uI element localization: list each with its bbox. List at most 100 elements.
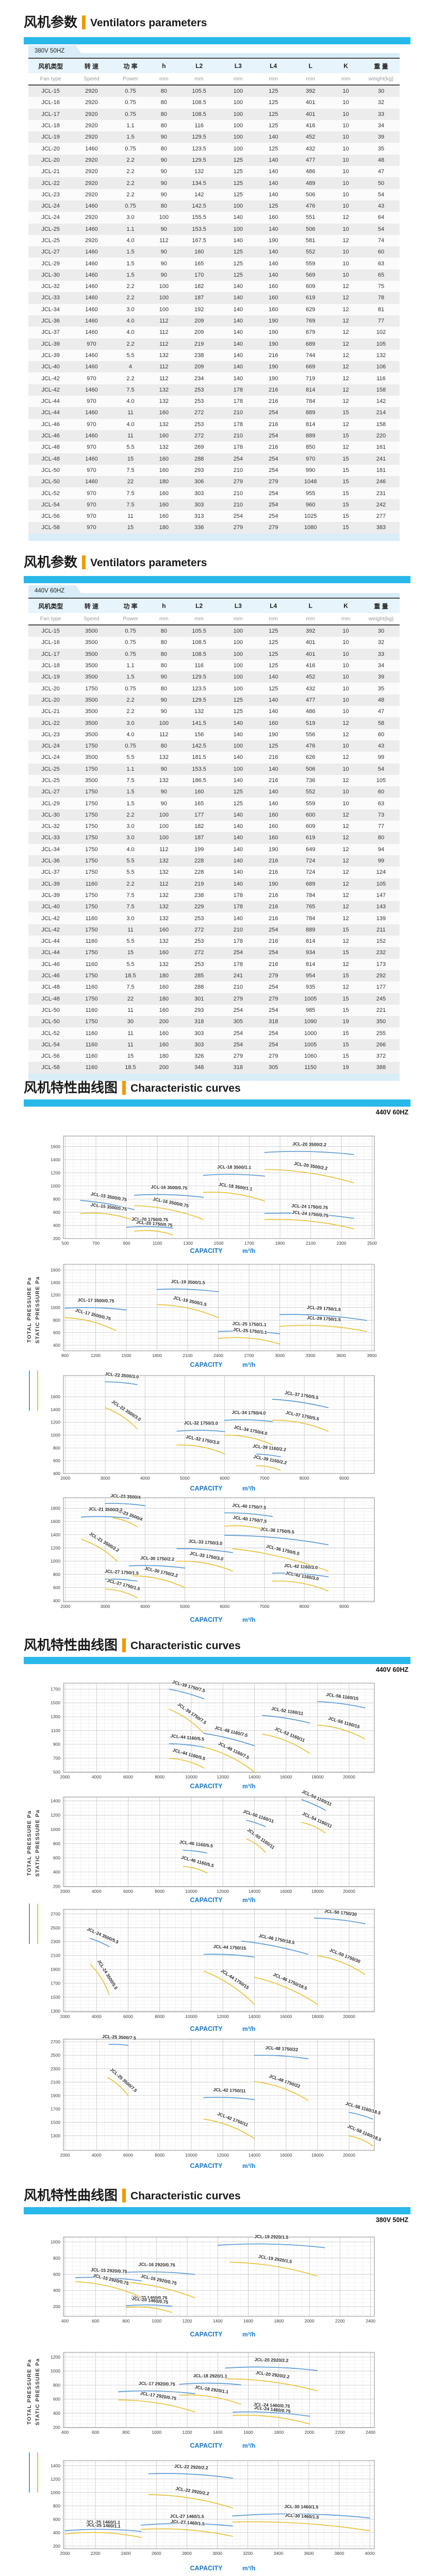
table-cell: JCL-22: [41, 720, 60, 726]
x-tick-label: 4000: [365, 2551, 375, 2556]
table-cell: 160: [194, 789, 204, 795]
y-tick-label: 2100: [51, 1953, 60, 1958]
table-row: JCL-40 1460 4 112 209 140 190 669 12 106: [28, 361, 400, 373]
table-cell: 246: [376, 479, 386, 485]
table-cell: 10: [342, 766, 349, 772]
table-cell: JCL-25: [41, 238, 60, 244]
table-cell: 318: [194, 1019, 204, 1025]
x-tick-label: 1800: [152, 1353, 162, 1358]
curve-label: JCL-34 1750/4.0: [232, 1410, 266, 1416]
table-cell: 10: [342, 134, 349, 141]
table-cell: 187: [194, 295, 204, 301]
table-cell: 80: [160, 743, 167, 750]
capacity-axis-label: CAPACITY: [190, 1247, 223, 1255]
table-cell: 90: [160, 766, 167, 772]
table-cell: 140: [233, 869, 243, 876]
table-cell: 90: [160, 272, 167, 278]
capacity-axis-unit: m³/h: [242, 1616, 255, 1623]
x-tick-label: 6000: [123, 1889, 133, 1894]
table-cell: 955: [305, 490, 316, 497]
table-cell: 54: [377, 766, 385, 772]
y-tick-label: 400: [53, 2411, 60, 2416]
curve-jcl-54-1160-11-static: [301, 1822, 326, 1834]
table-cell: 10: [342, 123, 349, 129]
table-cell: 336: [194, 524, 204, 531]
table-cell: JCL-54: [41, 1041, 60, 1048]
table-row: JCL-32 1460 2.2 100 182 140 160 609 12 75: [28, 281, 400, 293]
table-cell: 2920: [85, 111, 98, 117]
curve-label: JCL-56 1160/15: [326, 1692, 359, 1701]
table-cell: 279: [268, 524, 278, 531]
table-cell: 15: [342, 479, 349, 485]
table-cell: 970: [87, 490, 96, 497]
table-cell: 1080: [304, 524, 317, 531]
table-tab-row: 380V 50HZ: [28, 45, 400, 58]
x-tick-label: 6000: [123, 2153, 133, 2158]
curve-jcl-25-1750-1.1-static: [218, 1337, 281, 1345]
table-cell: 132: [159, 444, 169, 451]
curve-jcl-37-1750-5.5-static: [272, 1419, 329, 1432]
x-tick-label: 5000: [180, 1604, 190, 1609]
x-tick-label: 4000: [92, 1889, 102, 1894]
x-tick-label: 2100: [183, 1353, 193, 1358]
y-tick-label: 600: [53, 1210, 60, 1215]
y-tick-label: 1300: [51, 1714, 60, 1719]
table-cell: 132: [159, 915, 169, 922]
curve-jcl-17-2920-0.75-total: [118, 2390, 195, 2394]
table-cell: 160: [159, 433, 169, 439]
table-row: JCL-50 1460 22 180 306 279 279 1048 15 246: [28, 476, 400, 488]
table-cell: 182: [194, 283, 204, 290]
table-cell: 3.0: [126, 915, 135, 922]
table-cell: 160: [268, 283, 278, 290]
table-cell: 228: [194, 869, 204, 876]
table-cell: 232: [376, 950, 386, 956]
table-cell: 216: [268, 904, 278, 910]
cyan-band: [24, 576, 410, 583]
curve-jcl-52-1160-11-static: [261, 1733, 310, 1754]
table-cell: 1750: [85, 766, 98, 772]
curve-jcl-16-2920-0.75-total: [118, 2271, 195, 2275]
table-cell: 10: [342, 226, 349, 232]
curve-label: JCL-25 3500/7.5: [109, 2067, 138, 2093]
table-cell: 180: [159, 973, 169, 979]
table-cell: mm: [194, 616, 204, 622]
table-cell: JCL-46: [41, 421, 60, 428]
curve-jcl-20-3500-2.2-total: [264, 1150, 354, 1155]
table-cell: 30: [377, 88, 385, 95]
table-cell: 140: [233, 364, 243, 370]
table-cell: 10: [342, 191, 349, 198]
curve-label: JCL-25 3500/7.5: [102, 2034, 137, 2041]
table-cell: 0.75: [125, 628, 136, 635]
table-cell: Power: [123, 616, 138, 622]
static-pressure-label: STATIC PRESSURE Pa: [35, 1809, 41, 1877]
table-cell: JCL-27: [41, 789, 60, 795]
x-tick-label: 1200: [183, 2430, 192, 2435]
table-cell: mm: [341, 76, 351, 82]
table-cell: 125: [268, 663, 278, 669]
table-cell: 4.0: [126, 318, 135, 325]
table-cell: 216: [268, 421, 278, 428]
table-cell: 43: [377, 743, 385, 750]
curve-label: JCL-42 1750/11: [217, 2111, 249, 2127]
table-cell: 272: [194, 950, 204, 956]
table-cell: 12: [342, 398, 349, 405]
table-cell: 190: [268, 329, 278, 336]
table-cell: 7.5: [126, 904, 135, 910]
capacity-axis-unit: m³/h: [242, 2162, 255, 2170]
table-cell: 30: [377, 628, 385, 635]
x-tick-label: 500: [61, 1241, 69, 1246]
table-cell: 679: [305, 329, 316, 336]
table-cell: 216: [268, 915, 278, 922]
table-row: JCL-42 1460 7.5 132 253 178 216 814 12 158: [28, 384, 400, 396]
table-cell: 15: [342, 1030, 349, 1037]
table-cell: 279: [268, 479, 278, 485]
x-tick-label: 3900: [367, 1353, 377, 1358]
table-cell: 33: [377, 651, 385, 657]
table-cell: JCL-42: [41, 926, 60, 933]
curve-jcl-24-1750-0.75-total: [264, 1212, 354, 1219]
capacity-axis-label: CAPACITY: [190, 2162, 223, 2170]
table-cell: JCL-23: [41, 731, 60, 738]
x-tick-label: 14000: [249, 2014, 261, 2019]
table-footer-strip: [28, 1073, 400, 1081]
table-cell: 216: [268, 386, 278, 393]
